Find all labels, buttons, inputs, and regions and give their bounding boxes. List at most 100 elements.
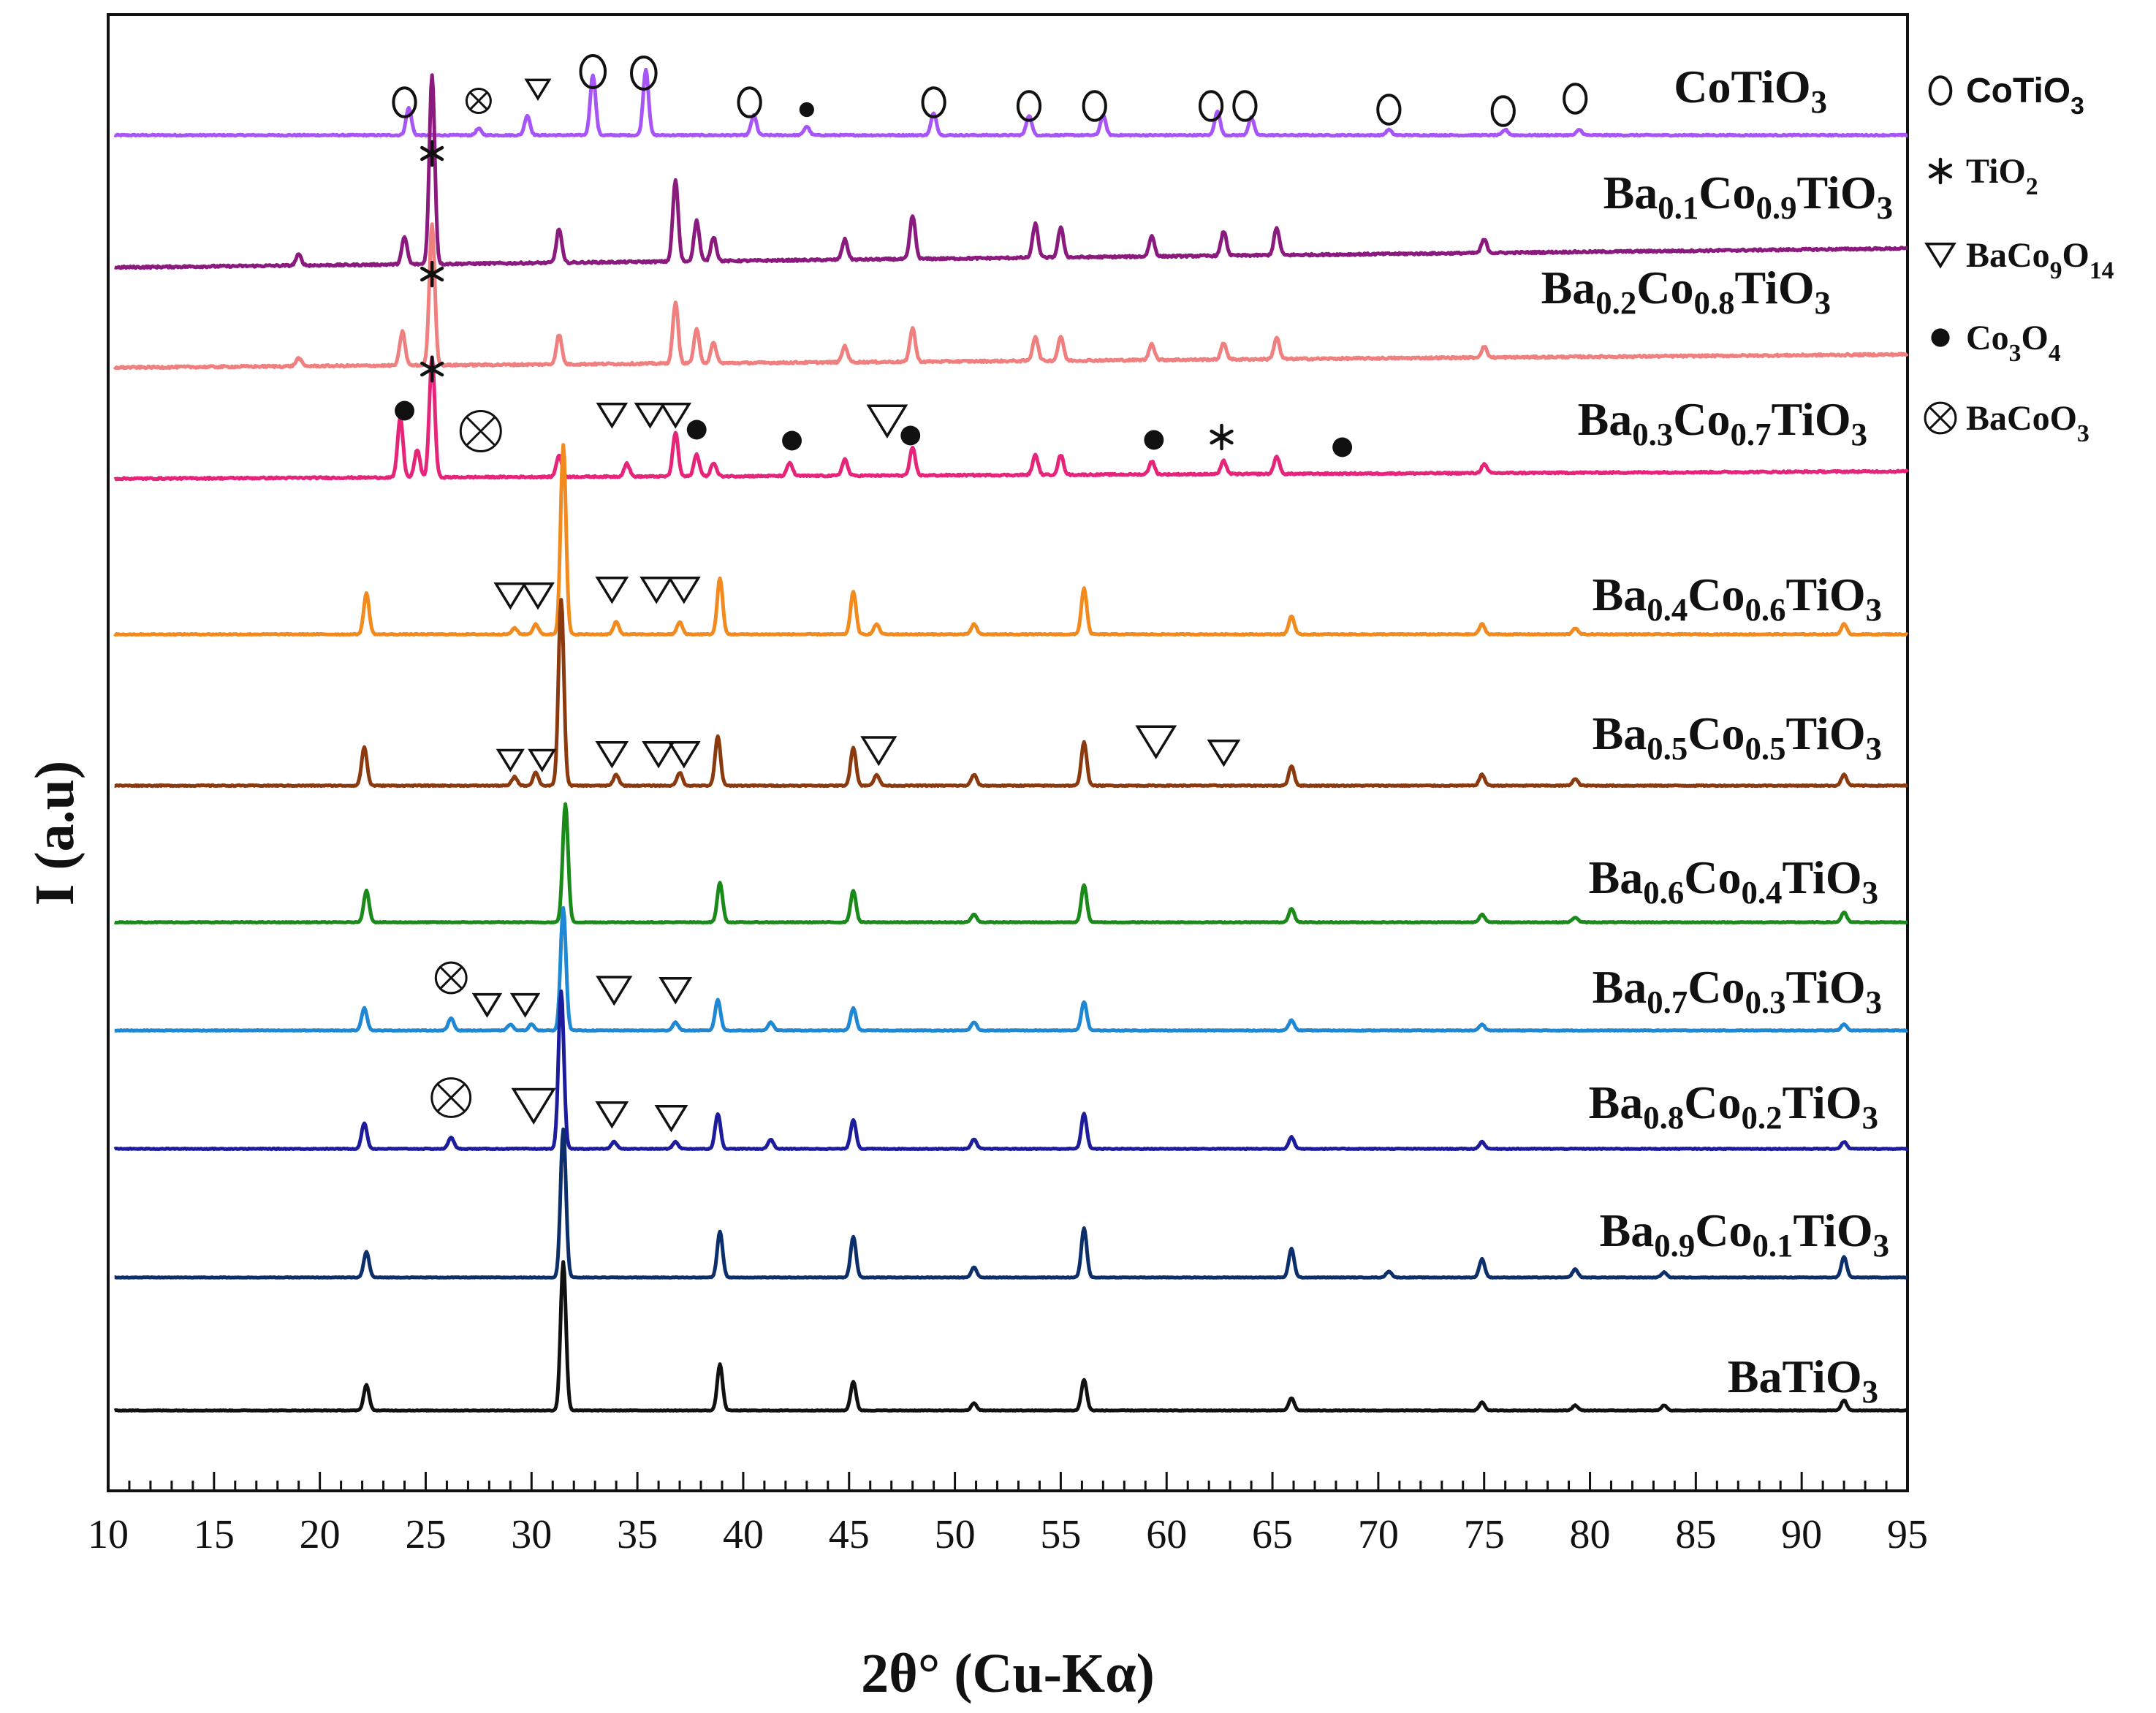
phase-marker-triangle-down bbox=[596, 402, 629, 429]
phase-marker-triangle-down bbox=[659, 402, 692, 429]
x-tick-label: 40 bbox=[723, 1512, 764, 1557]
phase-marker-circle-x bbox=[434, 961, 468, 995]
x-tick-label: 70 bbox=[1358, 1512, 1399, 1557]
x-tick-label: 85 bbox=[1675, 1512, 1716, 1557]
sample-label-Ba0.8Co0.2TiO3: Ba0.8Co0.2TiO3 bbox=[1589, 1076, 1878, 1136]
phase-marker-triangle-down bbox=[667, 577, 701, 604]
phase-marker-triangle-down bbox=[521, 582, 555, 610]
phase-marker-asterisk bbox=[420, 140, 444, 167]
phase-marker-triangle-down bbox=[595, 577, 629, 604]
phase-marker-triangle-down bbox=[866, 404, 908, 439]
phase-marker-asterisk bbox=[420, 260, 444, 288]
x-tick-label: 25 bbox=[405, 1512, 446, 1557]
x-tick-label: 60 bbox=[1146, 1512, 1187, 1557]
phase-marker-triangle-down bbox=[667, 741, 701, 769]
series-line-Ba0.8Co0.2TiO3 bbox=[113, 990, 1909, 1152]
phase-marker-circle-open bbox=[1232, 90, 1258, 122]
legend-label: TiO2 bbox=[1966, 152, 2038, 200]
phase-marker-triangle-down bbox=[1135, 725, 1177, 760]
legend-item: TiO2 bbox=[1928, 152, 2038, 200]
series-line-Ba0.7Co0.3TiO3 bbox=[113, 905, 1909, 1033]
legend-item: BaCo9O14 bbox=[1924, 236, 2114, 284]
phase-marker-circle-open bbox=[579, 54, 607, 89]
phase-marker-circle-open bbox=[392, 86, 417, 118]
legend-label: Co3O4 bbox=[1966, 319, 2061, 367]
legend-symbol-circle-open bbox=[1928, 75, 1953, 106]
phase-marker-asterisk bbox=[420, 355, 444, 383]
legend-symbol-circle-x bbox=[1924, 401, 1957, 435]
phase-marker-circle-open bbox=[1198, 90, 1224, 122]
phase-marker-triangle-down bbox=[524, 78, 552, 101]
legend-item: CoTiO3 bbox=[1928, 72, 2084, 120]
x-tick-label: 35 bbox=[617, 1512, 658, 1557]
legend-layer: CoTiO3 TiO2 BaCo9O14 Co3O4 BaCoO3 bbox=[1924, 72, 2114, 447]
x-tick-label: 30 bbox=[511, 1512, 552, 1557]
phase-marker-circle-x bbox=[465, 88, 492, 114]
sample-label-Ba0.5Co0.5TiO3: Ba0.5Co0.5TiO3 bbox=[1593, 707, 1882, 767]
marker-layer bbox=[392, 54, 1588, 1133]
phase-marker-dot bbox=[782, 430, 802, 451]
sample-label-Ba0.1Co0.9TiO3: Ba0.1Co0.9TiO3 bbox=[1603, 167, 1893, 226]
x-tick-label: 95 bbox=[1887, 1512, 1928, 1557]
phase-marker-triangle-down bbox=[496, 748, 525, 772]
axis-layer: 10 15 20 25 30 35 40 45 50 55 60 65 70 75 80 85 90 95 2θ° … bbox=[24, 761, 1928, 1704]
phase-marker-triangle-down bbox=[639, 577, 674, 604]
phase-marker-triangle-down bbox=[528, 748, 557, 772]
legend-item: BaCoO3 bbox=[1924, 399, 2089, 447]
x-axis-label: 2θ° (Cu-Kα) bbox=[861, 1643, 1155, 1704]
series-layer bbox=[113, 67, 1910, 1413]
x-tick-label: 80 bbox=[1570, 1512, 1611, 1557]
phase-marker-triangle-down bbox=[595, 741, 629, 769]
series-line-Ba0.4Co0.6TiO3 bbox=[113, 443, 1909, 637]
series-line-CoTiO3 bbox=[113, 67, 1909, 138]
phase-marker-circle-open bbox=[1376, 94, 1402, 126]
phase-marker-triangle-down bbox=[654, 1105, 688, 1133]
phase-marker-circle-open bbox=[1490, 95, 1516, 127]
phase-marker-dot bbox=[395, 400, 414, 421]
x-tick-label: 75 bbox=[1464, 1512, 1505, 1557]
series-line-Ba0.1Co0.9TiO3 bbox=[113, 73, 1909, 270]
series-line-Ba0.6Co0.4TiO3 bbox=[113, 802, 1909, 924]
series-line-Ba0.5Co0.5TiO3 bbox=[113, 598, 1909, 789]
series-line-Ba0.9Co0.1TiO3 bbox=[113, 1127, 1909, 1280]
sample-label-layer: CoTiO3 Ba0.1Co0.9TiO3 Ba0.2Co0.8TiO3 Ba0.3C… bbox=[1541, 61, 1893, 1410]
x-tick-label: 45 bbox=[829, 1512, 870, 1557]
sample-label-BaTiO3: BaTiO3 bbox=[1728, 1351, 1878, 1410]
series-line-Ba0.3Co0.7TiO3 bbox=[113, 355, 1910, 482]
phase-marker-circle-x bbox=[430, 1077, 472, 1118]
sample-label-Ba0.6Co0.4TiO3: Ba0.6Co0.4TiO3 bbox=[1589, 851, 1878, 911]
x-tick-label: 15 bbox=[194, 1512, 235, 1557]
legend-symbol-triangle-down bbox=[1924, 242, 1956, 269]
series-line-BaTiO3 bbox=[113, 1260, 1909, 1413]
legend-label: BaCo9O14 bbox=[1966, 236, 2114, 284]
legend-label: BaCoO3 bbox=[1966, 399, 2089, 447]
phase-marker-circle-open bbox=[1563, 83, 1588, 115]
phase-marker-triangle-down bbox=[860, 736, 897, 767]
y-axis-label: I (a.u) bbox=[24, 761, 86, 905]
x-tick-label: 10 bbox=[88, 1512, 129, 1557]
phase-marker-triangle-down bbox=[1207, 740, 1241, 767]
x-tick-label: 90 bbox=[1781, 1512, 1822, 1557]
phase-marker-dot bbox=[799, 102, 814, 118]
x-tick-label: 55 bbox=[1040, 1512, 1081, 1557]
phase-marker-triangle-down bbox=[642, 741, 676, 769]
phase-marker-asterisk bbox=[1210, 423, 1234, 451]
sample-label-Ba0.9Co0.1TiO3: Ba0.9Co0.1TiO3 bbox=[1600, 1204, 1889, 1264]
x-tick-label: 20 bbox=[300, 1512, 341, 1557]
phase-marker-circle-open bbox=[737, 86, 762, 118]
phase-marker-triangle-down bbox=[471, 992, 503, 1018]
phase-marker-dot bbox=[686, 419, 707, 440]
phase-marker-circle-open bbox=[921, 86, 946, 118]
plot-frame bbox=[107, 13, 1909, 1492]
legend-label: CoTiO3 bbox=[1966, 72, 2084, 120]
phase-marker-triangle-down bbox=[658, 977, 693, 1005]
phase-marker-triangle-down bbox=[509, 992, 541, 1018]
sample-label-CoTiO3: CoTiO3 bbox=[1674, 61, 1827, 120]
phase-marker-circle-open bbox=[1082, 90, 1107, 122]
legend-symbol-dot bbox=[1931, 328, 1950, 347]
phase-marker-dot bbox=[900, 425, 921, 446]
plot-border bbox=[107, 13, 1909, 1492]
sample-label-Ba0.3Co0.7TiO3: Ba0.3Co0.7TiO3 bbox=[1578, 393, 1867, 452]
series-line-Ba0.2Co0.8TiO3 bbox=[113, 222, 1909, 371]
x-tick-label: 50 bbox=[935, 1512, 976, 1557]
